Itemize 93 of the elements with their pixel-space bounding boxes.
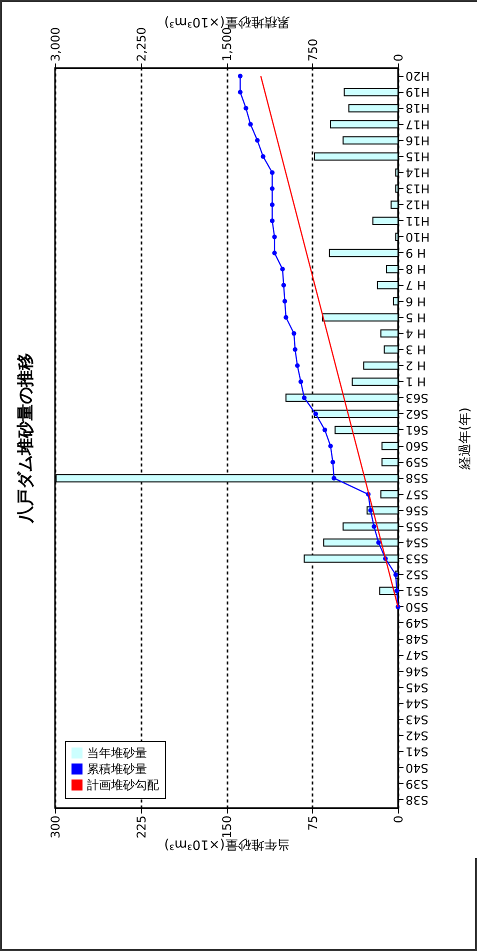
y-tick-label: S63	[406, 390, 428, 405]
point	[272, 234, 277, 240]
point	[332, 476, 336, 481]
y-tick-label: S50	[406, 600, 428, 614]
y-tick-label: H19	[406, 85, 430, 100]
y-tick-label: S42	[406, 728, 428, 743]
x2-tick-label: 0	[392, 54, 406, 62]
y-tick-label: S56	[406, 503, 428, 518]
y-tick-label: S61	[406, 422, 428, 437]
point	[298, 379, 304, 384]
y-tick-label: H20	[406, 69, 430, 84]
point	[280, 266, 285, 272]
y-tick-label: S51	[406, 584, 428, 598]
y-tick-label: S43	[406, 712, 428, 727]
y-tick-label: H11	[406, 214, 430, 228]
y-tick-label: S55	[406, 519, 428, 534]
legend-label: 累積堆砂量	[87, 762, 147, 776]
y-tick-label: H 5	[406, 310, 426, 324]
x-tick-label: 300	[48, 816, 62, 838]
point	[238, 90, 243, 94]
legend-label: 当年堆砂量	[87, 746, 147, 760]
y-tick-label: H 2	[406, 358, 426, 373]
y-tick-label: H 4	[406, 326, 426, 340]
y-tick-label: S58	[406, 471, 428, 486]
y-tick-label: H 9	[406, 246, 426, 260]
point	[260, 154, 266, 159]
point	[270, 218, 275, 224]
y-tick-label: H 3	[406, 342, 426, 357]
y-tick-label: S49	[406, 616, 428, 630]
x-tick-label: 225	[134, 816, 148, 838]
point	[328, 444, 333, 448]
y-tick-label: H17	[406, 117, 430, 132]
x-tick-label: 150	[220, 816, 234, 838]
point	[322, 428, 328, 432]
x2-tick-label: 1,500	[220, 27, 234, 62]
y-tick-label: H14	[406, 166, 430, 180]
point	[292, 347, 298, 352]
x2-tick-label: 3,000	[48, 27, 62, 62]
point	[270, 186, 275, 191]
y-tick-label: S54	[406, 536, 428, 550]
y-tick-label: S38	[406, 792, 428, 807]
y-tick-label: S47	[406, 648, 428, 662]
point	[282, 298, 288, 304]
point	[272, 250, 277, 256]
point	[394, 588, 400, 594]
y-tick-label: S48	[406, 632, 428, 646]
y-tick-label: S41	[406, 744, 428, 759]
point	[238, 74, 243, 78]
point	[376, 540, 381, 545]
y-axis-title: 経過年(年)	[458, 407, 473, 471]
y-tick-label: H 8	[406, 262, 426, 276]
y-tick-label: S45	[406, 680, 428, 694]
y-tick-label: S57	[406, 487, 428, 502]
x-tick-label: 0	[392, 816, 406, 824]
point	[244, 106, 248, 111]
point	[368, 508, 373, 513]
x-tick-label: 75	[306, 816, 320, 831]
y-tick-label: S62	[406, 406, 428, 421]
y-tick-label: H 7	[406, 278, 426, 292]
x2-axis-title: 累積堆砂量(×10³m³)	[164, 14, 290, 30]
y-tick-label: H10	[406, 230, 430, 244]
x2-tick-label: 2,250	[134, 27, 148, 62]
y-tick-label: H18	[406, 101, 430, 116]
point	[248, 122, 253, 127]
y-tick-label: S53	[406, 552, 428, 566]
y-tick-label: S60	[406, 439, 428, 454]
y-tick-label: H 1	[406, 374, 426, 389]
point	[270, 202, 275, 208]
y-tick-label: S46	[406, 664, 428, 678]
legend-label: 計画堆砂勾配	[87, 778, 159, 792]
point	[284, 315, 288, 320]
x2-tick-label: 750	[306, 38, 320, 62]
text: 八戸ダム堆砂量の推移	[16, 353, 36, 524]
point	[292, 331, 296, 336]
point	[295, 363, 300, 368]
y-tick-label: S44	[406, 696, 428, 710]
y-tick-label: H15	[406, 149, 430, 164]
y-tick-label: S39	[406, 776, 428, 791]
y-tick-label: H16	[406, 133, 430, 148]
x-axis-title: 当年堆砂量(×10³m³)	[164, 836, 290, 852]
point	[255, 138, 260, 143]
y-tick-label: H 6	[406, 294, 426, 308]
point	[302, 395, 307, 400]
point	[270, 170, 275, 175]
point	[313, 412, 318, 416]
point	[330, 460, 336, 464]
y-tick-label: H13	[406, 182, 430, 196]
y-tick-label: S59	[406, 455, 428, 470]
point	[281, 282, 286, 288]
y-tick-label: H12	[406, 198, 430, 212]
point	[372, 524, 376, 529]
y-tick-label: S52	[406, 568, 428, 582]
y-tick-label: S40	[406, 760, 428, 775]
